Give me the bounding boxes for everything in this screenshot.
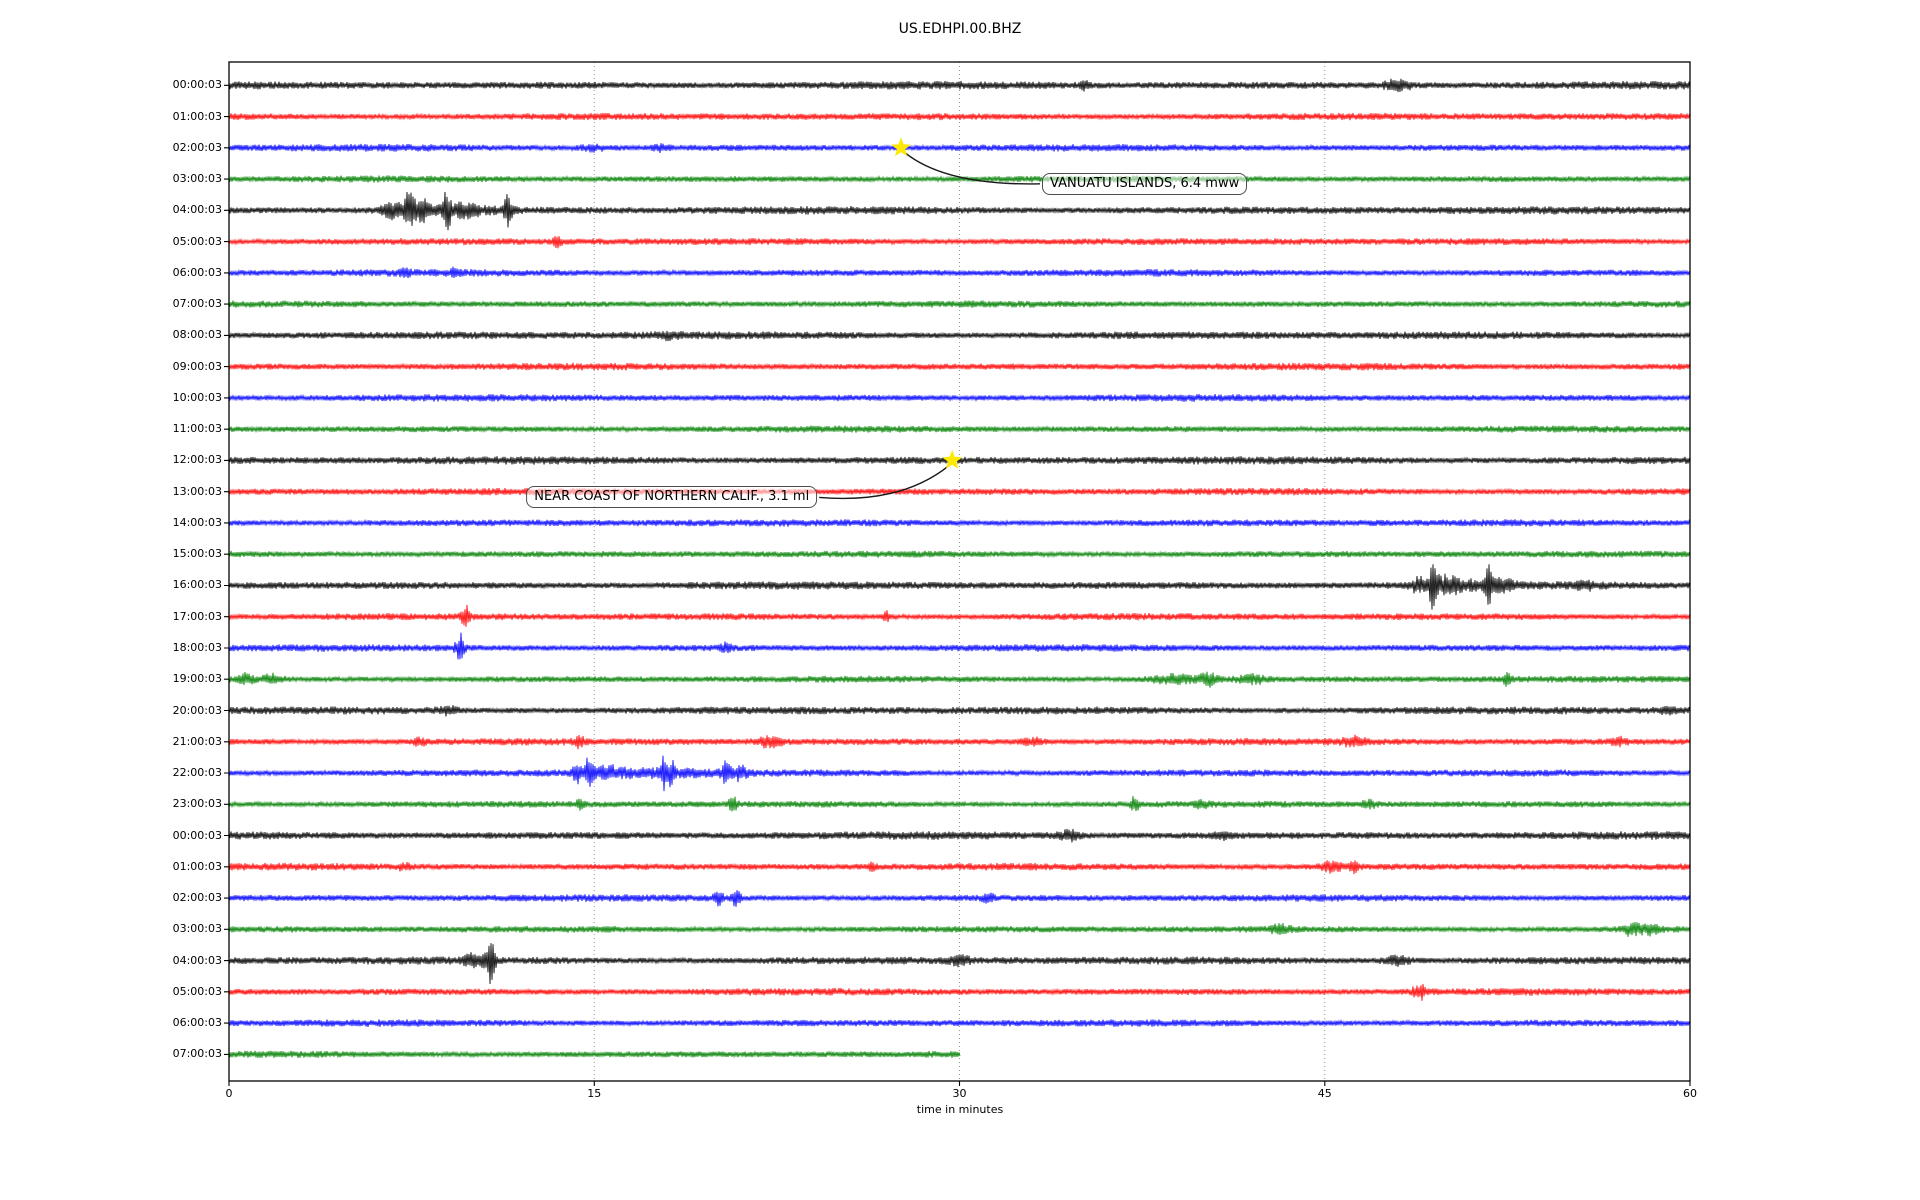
y-tick-label: 22:00:03 (172, 766, 222, 780)
trace-row-07:00:03 (228, 1050, 961, 1059)
x-tick-label: 15 (587, 1087, 602, 1100)
trace-row-18:00:03 (228, 632, 1691, 660)
y-tick-label: 04:00:03 (172, 203, 222, 217)
trace-row-14:00:03 (228, 518, 1691, 527)
y-tick-label: 05:00:03 (172, 984, 222, 998)
y-tick-label: 07:00:03 (172, 1047, 222, 1061)
x-tick-label: 60 (1683, 1087, 1697, 1100)
y-tick-label: 13:00:03 (172, 484, 222, 498)
x-tick-label: 0 (225, 1087, 233, 1100)
trace-row-00:00:03 (228, 78, 1691, 93)
axis-ticks (224, 84, 1691, 1086)
y-tick-label: 05:00:03 (172, 234, 222, 248)
trace-row-09:00:03 (228, 362, 1691, 371)
y-tick-label: 11:00:03 (172, 422, 222, 436)
trace-row-01:00:03 (228, 112, 1691, 121)
x-axis-label: time in minutes (916, 1103, 1004, 1116)
trace-row-11:00:03 (228, 425, 1691, 434)
y-tick-label: 19:00:03 (172, 672, 222, 686)
trace-row-21:00:03 (228, 734, 1691, 750)
trace-row-17:00:03 (228, 604, 1691, 627)
chart-title: US.EDHPI.00.BHZ (898, 21, 1022, 37)
trace-row-03:00:03 (228, 175, 1691, 184)
trace-row-05:00:03 (228, 983, 1691, 1001)
y-tick-label: 06:00:03 (172, 265, 222, 279)
x-tick-label: 45 (1317, 1087, 1332, 1100)
x-tick-label: 30 (952, 1087, 967, 1100)
y-tick-label: 02:00:03 (172, 891, 222, 905)
y-tick-label: 00:00:03 (172, 78, 222, 92)
trace-row-22:00:03 (228, 755, 1691, 792)
y-tick-label: 15:00:03 (172, 547, 222, 561)
y-tick-label: 02:00:03 (172, 140, 222, 154)
y-tick-label: 06:00:03 (172, 1016, 222, 1030)
y-tick-label: 09:00:03 (172, 359, 222, 373)
trace-row-16:00:03 (228, 564, 1691, 610)
trace-row-06:00:03 (228, 266, 1691, 279)
trace-row-19:00:03 (228, 671, 1691, 688)
trace-row-13:00:03 (228, 487, 1691, 496)
event-star-marker (891, 137, 911, 157)
y-tick-label: 18:00:03 (172, 640, 222, 654)
y-tick-label: 01:00:03 (172, 859, 222, 873)
event-star-marker (942, 449, 963, 469)
y-tick-label: 08:00:03 (172, 328, 222, 342)
y-tick-label: 16:00:03 (172, 578, 222, 592)
y-tick-label: 01:00:03 (172, 109, 222, 123)
trace-row-10:00:03 (228, 393, 1691, 402)
trace-row-00:00:03 (228, 828, 1691, 843)
trace-row-02:00:03 (228, 143, 1691, 154)
y-tick-label: 17:00:03 (172, 609, 222, 623)
trace-row-23:00:03 (228, 796, 1691, 812)
trace-row-03:00:03 (228, 922, 1691, 937)
trace-row-07:00:03 (228, 300, 1691, 309)
y-tick-label: 07:00:03 (172, 297, 222, 311)
trace-row-08:00:03 (228, 330, 1691, 342)
y-tick-label: 12:00:03 (172, 453, 222, 467)
trace-row-02:00:03 (228, 890, 1691, 907)
trace-row-04:00:03 (228, 943, 1691, 985)
trace-row-05:00:03 (228, 236, 1691, 249)
annotation-leader-line (904, 152, 1041, 185)
trace-row-04:00:03 (228, 191, 1691, 231)
trace-row-12:00:03 (228, 456, 1691, 465)
y-tick-label: 04:00:03 (172, 953, 222, 967)
y-tick-label: 14:00:03 (172, 515, 222, 529)
trace-row-15:00:03 (228, 550, 1691, 559)
y-tick-label: 10:00:03 (172, 390, 222, 404)
y-tick-label: 21:00:03 (172, 734, 222, 748)
annotation-leader-line (819, 464, 950, 500)
y-tick-label: 23:00:03 (172, 797, 222, 811)
trace-row-06:00:03 (228, 1019, 1691, 1028)
trace-row-20:00:03 (228, 705, 1691, 717)
y-tick-label: 00:00:03 (172, 828, 222, 842)
y-tick-label: 03:00:03 (172, 172, 222, 186)
annotation-event-label: VANUATU ISLANDS, 6.4 mww (1042, 172, 1248, 195)
trace-row-01:00:03 (228, 860, 1691, 875)
y-tick-label: 20:00:03 (172, 703, 222, 717)
annotation-event-label: NEAR COAST OF NORTHERN CALIF., 3.1 ml (526, 486, 818, 509)
y-tick-label: 03:00:03 (172, 922, 222, 936)
